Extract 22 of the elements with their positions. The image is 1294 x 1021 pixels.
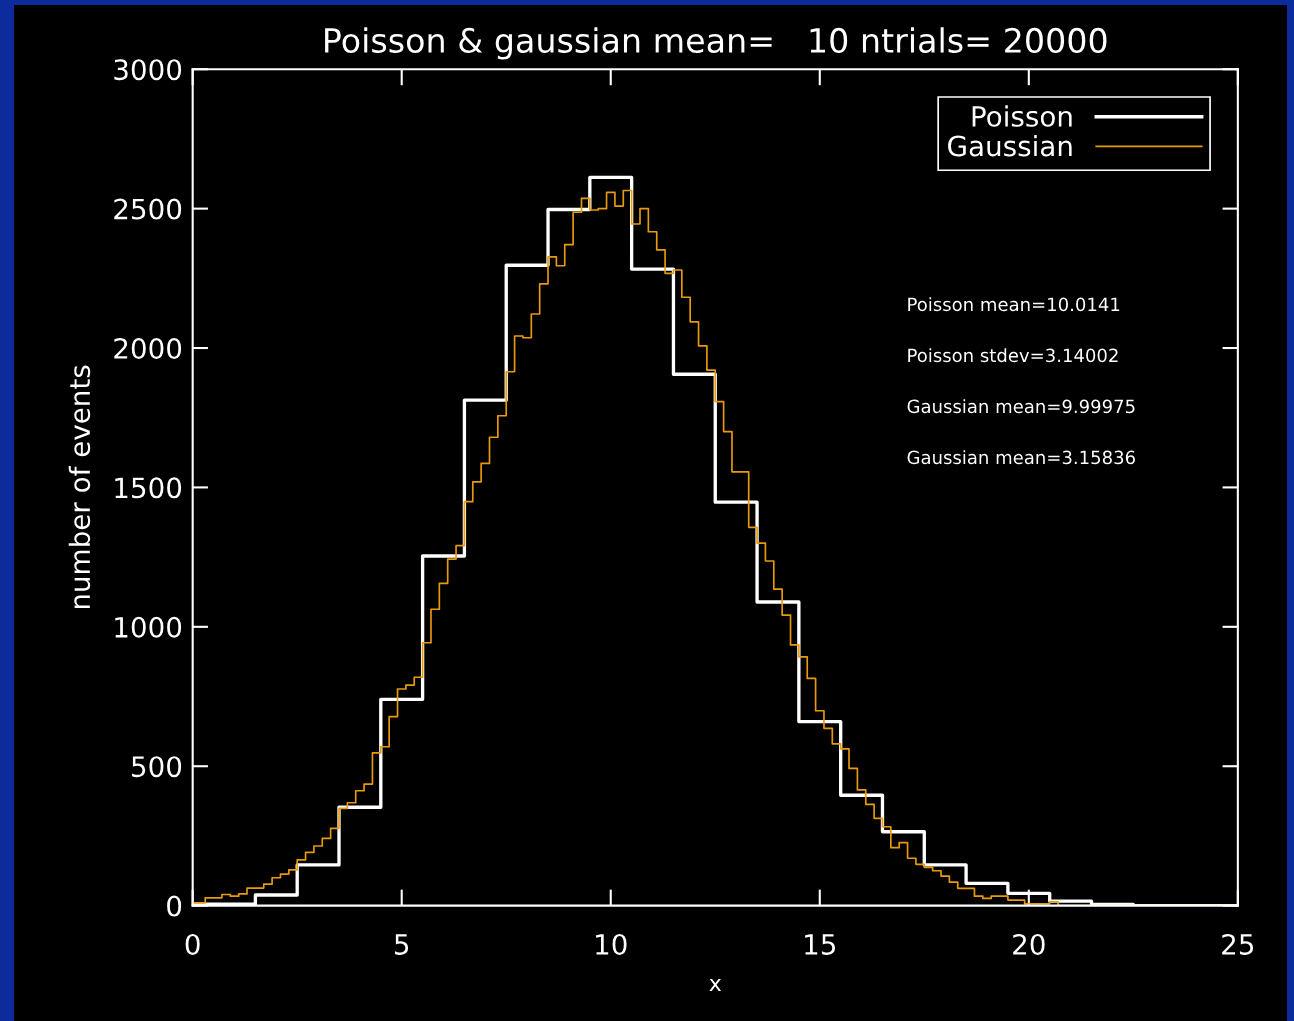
legend-label: Poisson <box>972 105 1072 127</box>
y-axis-title: number of events <box>68 365 91 609</box>
annotation: Gaussian mean=3.15836 <box>907 450 1135 465</box>
x-axis-title: x <box>709 978 722 992</box>
y-tick-label: 0 <box>167 895 182 917</box>
annotation: Poisson mean=10.0141 <box>908 297 1120 312</box>
annotation: Gaussian mean=9.99975 <box>907 399 1135 414</box>
y-tick-label: 2500 <box>114 198 182 220</box>
x-tick-label: 20 <box>1013 933 1045 955</box>
chart-title: Poisson & gaussian mean= 10 ntrials= 20000 <box>325 27 1107 60</box>
x-tick-label: 10 <box>596 933 627 955</box>
x-tick-label: 25 <box>1222 933 1254 955</box>
legend-label: Gaussian <box>948 135 1072 157</box>
y-tick-label: 1000 <box>115 616 182 638</box>
x-tick-label: 15 <box>805 934 836 955</box>
y-tick-label: 3000 <box>114 59 182 81</box>
y-tick-label: 500 <box>132 756 182 778</box>
y-tick-label: 2000 <box>114 337 182 359</box>
x-tick-label: 0 <box>185 933 200 955</box>
annotation: Poisson stdev=3.14002 <box>908 348 1118 363</box>
y-tick-label: 1500 <box>115 477 182 499</box>
x-tick-label: 5 <box>395 934 409 955</box>
